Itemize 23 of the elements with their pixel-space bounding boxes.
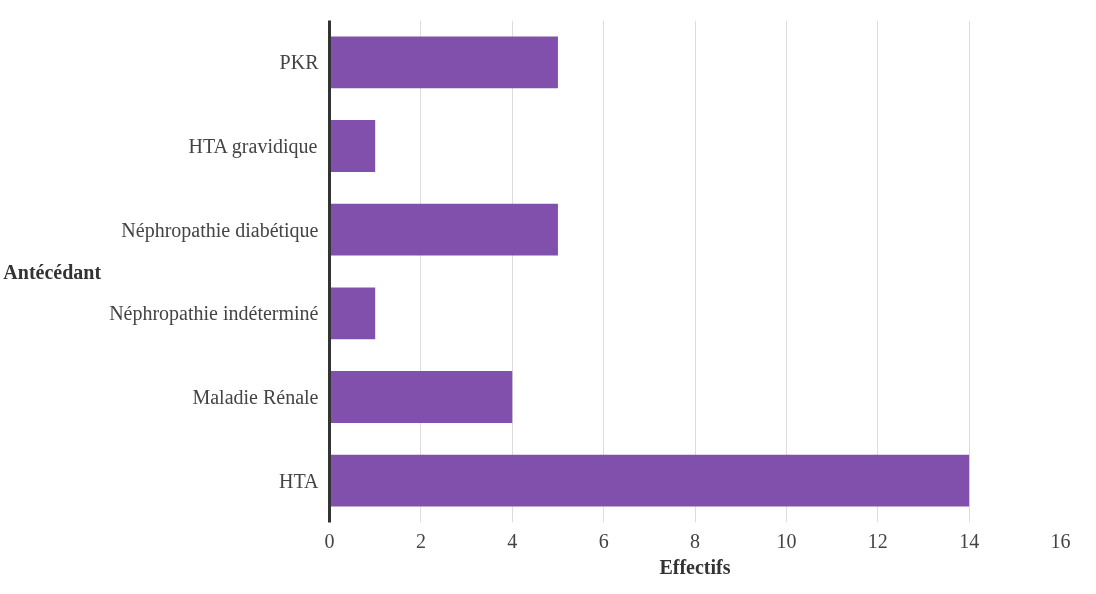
- x-tick-label: 6: [598, 529, 609, 552]
- bar: [329, 203, 558, 256]
- y-tick-label: Néphropathie diabétique: [121, 218, 319, 242]
- y-tick-label: HTA: [279, 469, 320, 492]
- x-tick-label: 14: [959, 529, 980, 552]
- x-tick-label: 12: [867, 529, 888, 552]
- x-tick-label: 0: [324, 529, 335, 552]
- y-tick-label: Maladie Rénale: [192, 386, 319, 408]
- bar: [329, 287, 376, 340]
- x-tick-label: 2: [415, 529, 426, 552]
- x-tick-label: 16: [1050, 529, 1071, 552]
- x-tick-label: 10: [776, 529, 797, 552]
- y-tick-label: HTA gravidique: [188, 135, 318, 158]
- bar: [329, 454, 970, 507]
- bar: [329, 36, 558, 89]
- x-axis-title: Effectifs: [659, 555, 731, 578]
- x-tick-label: 8: [690, 529, 700, 552]
- bar: [329, 120, 376, 172]
- y-axis-title: Antécédant: [3, 260, 102, 283]
- y-tick-label: Néphropathie indéterminé: [109, 302, 319, 326]
- x-tick-label: 4: [507, 529, 518, 552]
- bar: [329, 371, 513, 423]
- y-tick-label: PKR: [279, 51, 320, 74]
